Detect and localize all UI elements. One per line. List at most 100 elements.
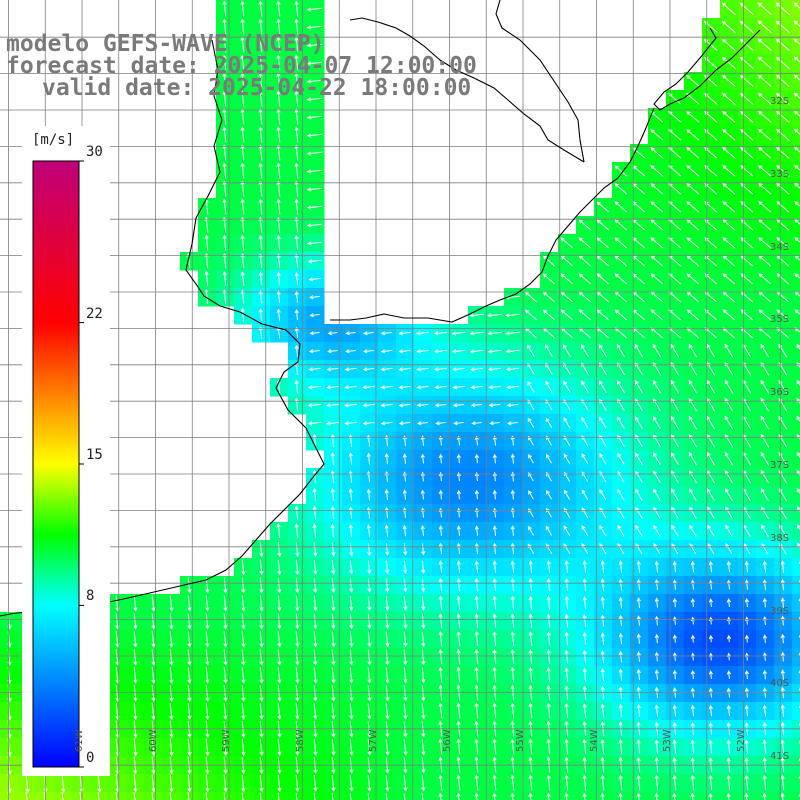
wind-arrow [240,90,245,107]
wind-arrow [690,792,695,800]
wind-arrow [582,667,587,682]
wind-arrow [474,595,479,610]
wind-arrow [492,792,497,800]
wind-cell [792,720,800,739]
wind-arrow [456,560,461,573]
wind-arrow [456,525,461,536]
wind-arrow [600,774,605,791]
wind-arrow [581,380,589,393]
wind-arrow [744,579,749,590]
wind-arrow [722,237,736,249]
wind-arrow [578,237,592,249]
wind-arrow [151,792,154,800]
wind-arrow [240,307,245,322]
longitude-label: 57W [368,729,379,752]
wind-arrow [222,0,227,17]
wind-arrow [510,525,515,536]
wind-arrow [276,18,281,35]
wind-arrow [205,792,208,800]
wind-arrow [796,379,800,387]
wind-arrow [618,614,623,627]
wind-arrow [653,524,661,537]
wind-arrow [205,738,210,757]
wind-cell [648,792,667,800]
wind-arrow [421,775,426,792]
wind-arrow [542,309,555,321]
wind-arrow [527,380,535,393]
wind-arrow [402,489,407,500]
wind-arrow [258,126,263,143]
wind-arrow [367,739,372,756]
wind-arrow [650,273,664,285]
wind-arrow [456,613,461,628]
wind-arrow [492,560,497,573]
wind-arrow [780,633,785,644]
wind-arrow [367,703,372,720]
wind-arrow [313,595,318,612]
wind-arrow [452,403,465,408]
wind-arrow [762,579,767,590]
wind-arrow [614,309,627,321]
wind-arrow [259,792,262,800]
wind-arrow [654,597,659,608]
wind-cell [468,792,487,800]
wind-arrow [438,792,443,800]
wind-arrow [722,74,736,87]
wind-arrow [205,667,210,684]
wind-arrow [421,739,426,756]
wind-arrow [760,433,770,448]
wind-cell [792,702,800,721]
wind-arrow [294,198,299,215]
wind-arrow [367,793,370,800]
longitude-label: 53W [662,729,673,752]
wind-cell [288,792,307,800]
wind-arrow [689,524,697,537]
wind-arrow [169,774,174,793]
wind-arrow [510,738,515,755]
wind-arrow [599,543,607,555]
wind-arrow [505,331,520,336]
wind-arrow [133,667,138,684]
wind-arrow [277,631,282,648]
wind-arrow [546,792,551,800]
wind-arrow [349,793,352,800]
wind-arrow [25,791,28,800]
wind-arrow [510,595,515,610]
wind-cell [162,792,181,800]
wind-cell [576,792,595,800]
wind-arrow [510,702,515,719]
wind-arrow [725,543,733,555]
wind-arrow [133,684,138,703]
wind-arrow [403,560,408,575]
wind-arrow [456,648,461,665]
wind-arrow [744,687,749,698]
wind-arrow [793,38,800,45]
wind-arrow [151,649,156,666]
wind-arrow [779,524,787,538]
wind-arrow [294,54,299,71]
wind-arrow [403,649,408,666]
wind-arrow [545,380,553,393]
wind-cell [108,792,127,800]
wind-arrow [740,92,754,105]
wind-arrow [672,704,677,717]
wind-arrow [451,331,466,336]
wind-arrow [307,403,322,408]
wind-arrow [688,415,698,430]
wind-arrow [578,309,591,321]
wind-arrow [654,651,659,662]
wind-arrow [505,367,520,372]
wind-arrow [582,685,587,700]
wind-arrow [241,792,244,800]
wind-arrow [775,110,790,123]
wind-arrow [686,74,700,87]
wind-arrow [599,489,607,501]
wind-arrow [686,129,700,141]
wind-arrow [276,290,281,303]
wind-arrow [295,559,300,576]
wind-arrow [223,667,228,684]
wind-cell [792,558,800,577]
wind-arrow [707,506,715,519]
wind-arrow [294,144,299,161]
colorbar-tick-label: 8 [86,588,95,605]
